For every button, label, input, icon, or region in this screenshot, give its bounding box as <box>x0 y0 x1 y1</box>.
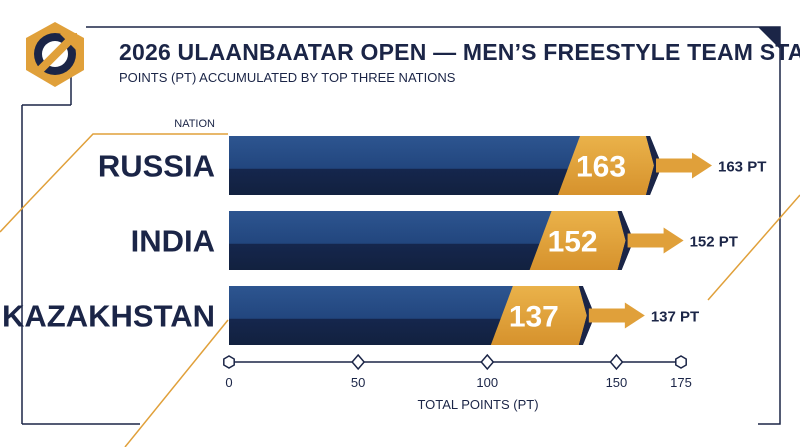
bar-end-label-russia: 163 PT <box>718 159 766 176</box>
x-tick-label: 100 <box>476 375 498 390</box>
category-label-india: INDIA <box>131 224 215 259</box>
x-tick-marker <box>675 355 687 369</box>
bar-end-label-kazakhstan: 137 PT <box>651 309 699 326</box>
x-tick-marker <box>609 353 624 371</box>
bar-accent-india <box>529 211 626 270</box>
x-tick-marker <box>480 353 495 371</box>
bar-arrow-kazakhstan <box>588 302 645 329</box>
x-tick-marker <box>223 355 235 369</box>
bar-india <box>229 211 634 270</box>
bar-arrow-india <box>627 227 684 254</box>
x-tick-label: 175 <box>670 375 692 390</box>
bar-tip-russia <box>646 136 663 195</box>
bar-value-label-russia: 163 <box>576 151 626 184</box>
bar-accent-kazakhstan <box>490 286 587 345</box>
bar-tip-kazakhstan <box>578 286 595 345</box>
bar-tip-india <box>617 211 634 270</box>
bar-end-label-india: 152 PT <box>690 234 738 251</box>
bars-group: RUSSIA 163 163 PT INDIA 152 152 PT KAZAKHSTAN 1… <box>2 136 766 345</box>
x-tick-label: 150 <box>606 375 628 390</box>
x-tick-marker <box>351 353 366 371</box>
x-tick-label: 0 <box>225 375 232 390</box>
x-axis-label: TOTAL POINTS (PT) <box>417 397 538 412</box>
category-label-kazakhstan: KAZAKHSTAN <box>2 299 215 334</box>
x-axis: 0 50 100 150 175 <box>223 353 692 390</box>
x-tick-label: 50 <box>351 375 365 390</box>
chart-title: 2026 ULAANBAATAR OPEN — MEN’S FREESTYLE … <box>119 39 800 65</box>
decorative-frame <box>0 26 800 447</box>
bar-value-label-kazakhstan: 137 <box>509 301 559 334</box>
bar-arrow-russia <box>656 152 713 179</box>
bar-russia <box>229 136 663 195</box>
category-header: NATION <box>174 118 215 130</box>
category-label-russia: RUSSIA <box>98 149 215 184</box>
bar-accent-russia <box>558 136 655 195</box>
trend-up-arrow-hexagon-icon <box>26 22 84 87</box>
chart-subtitle: POINTS (PT) ACCUMULATED BY TOP THREE NAT… <box>119 70 456 85</box>
bar-value-label-india: 152 <box>548 226 598 259</box>
